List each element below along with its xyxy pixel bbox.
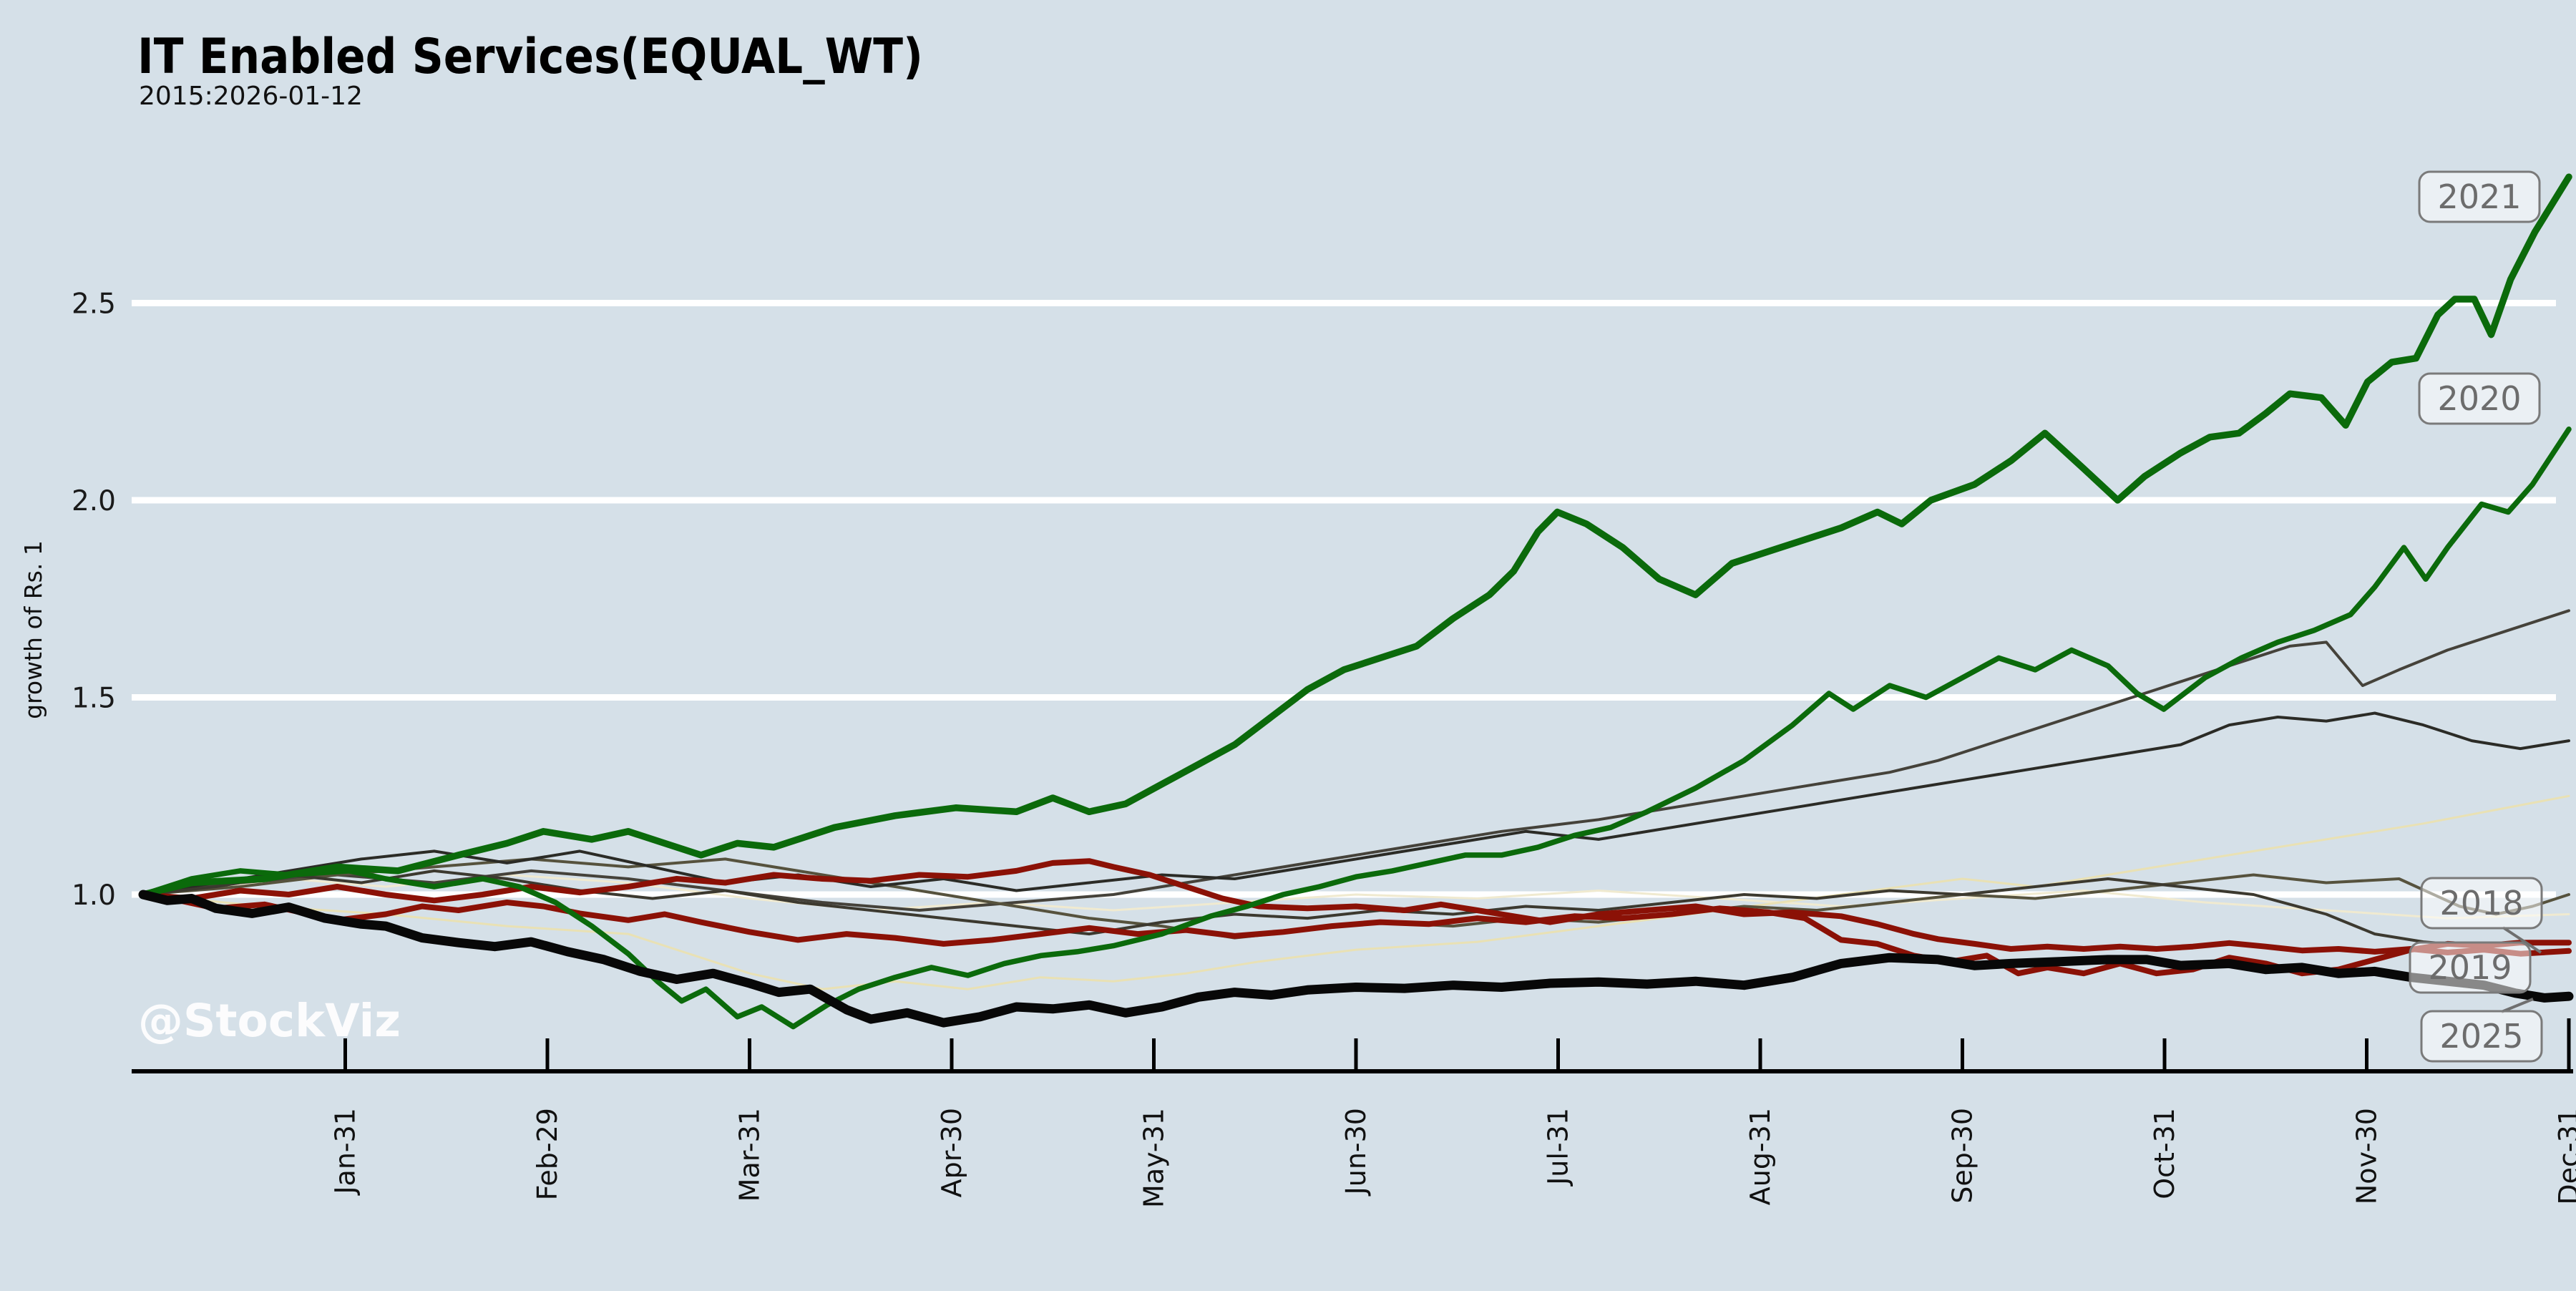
- chart-title: IT Enabled Services(EQUAL_WT): [137, 29, 923, 85]
- x-tick-label-Sep-30: Sep-30: [1947, 1108, 1979, 1204]
- gridline-layer: [132, 303, 2556, 895]
- x-axis-layer: [132, 1018, 2573, 1071]
- y-tick-label-1.0: 1.0: [72, 880, 116, 912]
- x-tick-label-Jan-31: Jan-31: [330, 1108, 361, 1196]
- y-tick-label-layer: 1.0 1.5 2.0 2.5: [72, 288, 116, 912]
- y-tick-label-2.0: 2.0: [72, 485, 116, 517]
- year-label-2019: 2019: [2410, 942, 2530, 993]
- x-tick-label-May-31: May-31: [1138, 1108, 1170, 1208]
- x-tick-label-Jul-31: Jul-31: [1543, 1108, 1574, 1187]
- series-line-2021: [143, 177, 2569, 895]
- x-tick-label-Nov-30: Nov-30: [2351, 1108, 2383, 1204]
- year-label-2018: 2018: [2421, 878, 2542, 953]
- year-label-2020: 2020: [2419, 374, 2540, 424]
- year-label-2021: 2021: [2419, 172, 2540, 222]
- x-tick-label-layer: Jan-31 Feb-29 Mar-31 Apr-30 May-31 Jun-30 Jul-…: [330, 1108, 2576, 1208]
- svg-text:May-31: May-31: [1138, 1108, 1170, 1208]
- y-tick-label-1.5: 1.5: [72, 683, 116, 715]
- svg-text:Nov-30: Nov-30: [2351, 1108, 2383, 1204]
- x-tick-label-Aug-31: Aug-31: [1745, 1108, 1776, 1205]
- series-line-2020: [143, 429, 2569, 1027]
- chart-subtitle-daterange: 2015:2026-01-12: [139, 82, 363, 111]
- year-label-text-2020: 2020: [2437, 379, 2521, 418]
- svg-text:Jun-30: Jun-30: [1340, 1108, 1372, 1196]
- series-line-2017: [143, 610, 2569, 910]
- svg-text:Dec-31: Dec-31: [2553, 1108, 2576, 1205]
- x-tick-label-Apr-30: Apr-30: [936, 1108, 967, 1197]
- svg-text:Sep-30: Sep-30: [1947, 1108, 1979, 1204]
- x-tick-label-Dec-31: Dec-31: [2553, 1108, 2576, 1205]
- y-tick-label-2.5: 2.5: [72, 288, 116, 321]
- svg-text:Feb-29: Feb-29: [532, 1108, 563, 1200]
- watermark: @StockViz: [138, 995, 401, 1047]
- svg-text:Aug-31: Aug-31: [1745, 1108, 1776, 1205]
- year-label-text-2025: 2025: [2439, 1017, 2523, 1056]
- series-line-2023: [143, 713, 2569, 895]
- year-label-text-2018: 2018: [2439, 884, 2523, 922]
- svg-text:Jan-31: Jan-31: [330, 1108, 361, 1196]
- x-tick-label-Feb-29: Feb-29: [532, 1108, 563, 1200]
- x-tick-label-Mar-31: Mar-31: [734, 1108, 766, 1202]
- year-label-2025: 2025: [2421, 999, 2542, 1061]
- svg-text:Mar-31: Mar-31: [734, 1108, 766, 1202]
- year-label-text-2019: 2019: [2428, 948, 2512, 987]
- year-label-leader-2025: [2502, 999, 2533, 1012]
- x-tick-label-Jun-30: Jun-30: [1340, 1108, 1372, 1196]
- x-tick-label-Oct-31: Oct-31: [2149, 1108, 2180, 1199]
- svg-text:Jul-31: Jul-31: [1543, 1108, 1574, 1187]
- svg-text:Apr-30: Apr-30: [936, 1108, 967, 1197]
- y-axis-label: growth of Rs. 1: [19, 540, 47, 719]
- svg-text:Oct-31: Oct-31: [2149, 1108, 2180, 1199]
- year-label-text-2021: 2021: [2437, 177, 2521, 216]
